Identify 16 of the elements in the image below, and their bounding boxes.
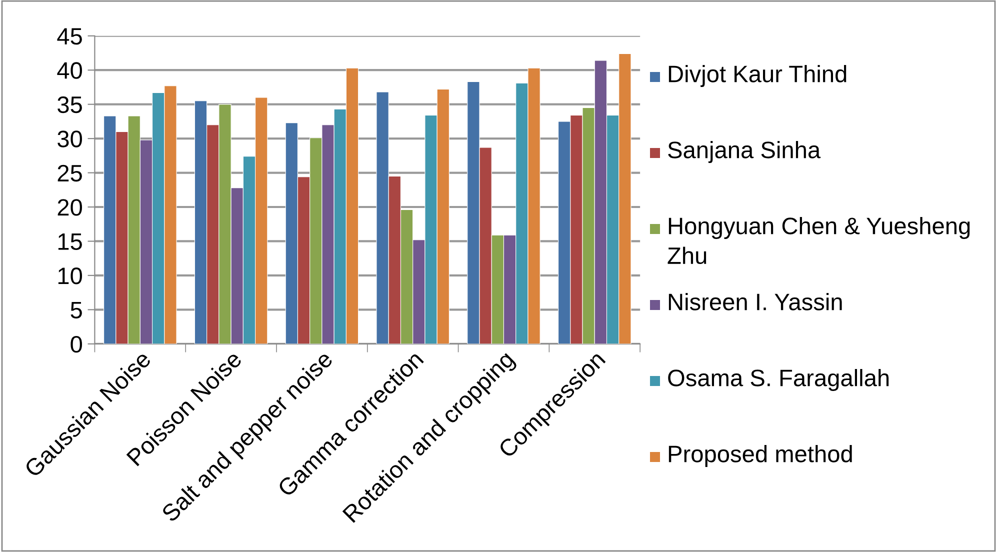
y-tick-label: 40 [57,62,82,79]
legend-label: Hongyuan Chen & Yuesheng Zhu [668,217,970,264]
legend-label: Sanjana Sinha [668,141,821,164]
y-tick-label: 35 [58,96,82,114]
y-tick-label: 45 [57,28,82,45]
legend-label: Nisreen I. Yassin [668,293,842,310]
y-tick-label: 15 [58,234,82,250]
y-tick-label: 0 [70,336,82,353]
y-tick-label: 10 [58,268,82,284]
y-tick-label: 25 [58,164,82,182]
y-tick-label: 5 [70,302,82,318]
legend-label: Divjot Kaur Thind [668,65,846,88]
y-tick-label: 20 [58,199,82,216]
y-tick-label: 30 [58,130,82,148]
legend-label: Osama S. Faragallah [668,369,889,392]
legend-label: Proposed method [668,445,852,468]
